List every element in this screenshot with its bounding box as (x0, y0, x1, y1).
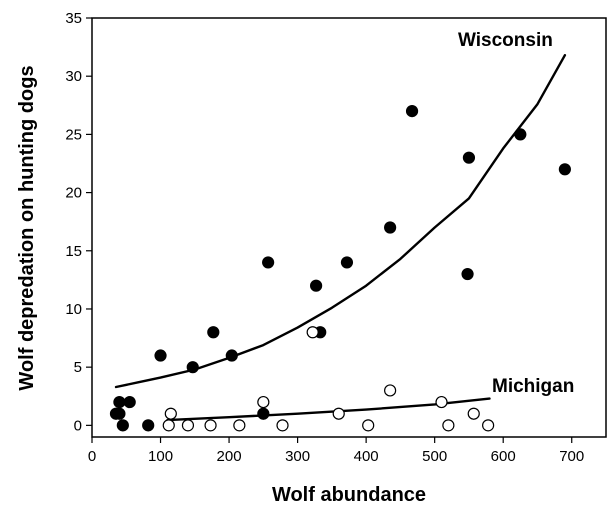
x-axis: 0 100 200 300 400 500 600 700 (88, 437, 584, 465)
wisconsin-data-point (405, 105, 419, 118)
wisconsin-data-point (384, 221, 397, 234)
y-tick-label: 35 (65, 10, 82, 27)
wisconsin-data-point (154, 349, 167, 362)
michigan-data-point (181, 419, 195, 432)
michigan-data-point (442, 419, 455, 432)
michigan-data-point (233, 419, 246, 432)
wisconsin-data-point (113, 407, 126, 420)
michigan-data-point (162, 419, 175, 432)
wisconsin-data-point (116, 419, 129, 432)
michigan-data-point (204, 419, 217, 432)
data-points (109, 105, 571, 432)
wisconsin-data-point (123, 395, 136, 409)
wisconsin-data-point (113, 395, 126, 409)
y-tick-label: 0 (74, 417, 82, 434)
wisconsin-data-point (462, 151, 476, 164)
y-tick-label: 30 (65, 68, 82, 85)
wisconsin-data-point (558, 163, 571, 176)
y-tick-label: 15 (65, 243, 82, 260)
wisconsin-data-point (186, 361, 199, 374)
wisconsin-data-point (514, 128, 527, 141)
wisconsin-data-point (207, 326, 220, 339)
michigan-label: Michigan (492, 376, 574, 397)
michigan-data-point (257, 395, 270, 409)
michigan-data-point (482, 419, 495, 432)
y-tick-label: 20 (65, 185, 82, 202)
x-tick-label: 400 (354, 448, 379, 465)
wisconsin-data-point (257, 407, 270, 420)
plot-frame (91, 17, 607, 438)
wisconsin-data-point (142, 419, 155, 432)
y-tick-label: 10 (65, 301, 82, 318)
wisconsin-data-point (461, 267, 474, 281)
michigan-data-point (362, 419, 375, 432)
wisconsin-fit-curve (114, 54, 567, 389)
michigan-data-point (306, 326, 319, 339)
y-axis: 0 5 10 15 20 25 30 35 (65, 10, 92, 434)
wisconsin-data-point (225, 349, 238, 362)
wisconsin-label: Wisconsin (458, 30, 553, 51)
wisconsin-data-point (310, 279, 323, 292)
x-axis-title: Wolf abundance (272, 484, 426, 506)
y-tick-label: 25 (65, 126, 82, 143)
x-tick-label: 100 (148, 448, 173, 465)
wisconsin-data-point (262, 256, 275, 269)
michigan-data-point (435, 395, 448, 409)
x-tick-label: 600 (491, 448, 516, 465)
michigan-data-point (332, 407, 345, 420)
x-tick-label: 300 (285, 448, 310, 465)
michigan-data-point (384, 384, 397, 397)
x-tick-label: 0 (88, 448, 96, 465)
michigan-data-point (164, 407, 177, 420)
x-tick-label: 200 (217, 448, 242, 465)
wisconsin-data-point (340, 256, 354, 269)
y-axis-title: Wolf depredation on hunting dogs (16, 65, 38, 390)
y-tick-label: 5 (74, 359, 82, 376)
x-tick-label: 700 (559, 448, 584, 465)
michigan-data-point (467, 407, 480, 420)
michigan-data-point (276, 419, 289, 432)
x-tick-label: 500 (422, 448, 447, 465)
fit-curves (114, 54, 567, 422)
